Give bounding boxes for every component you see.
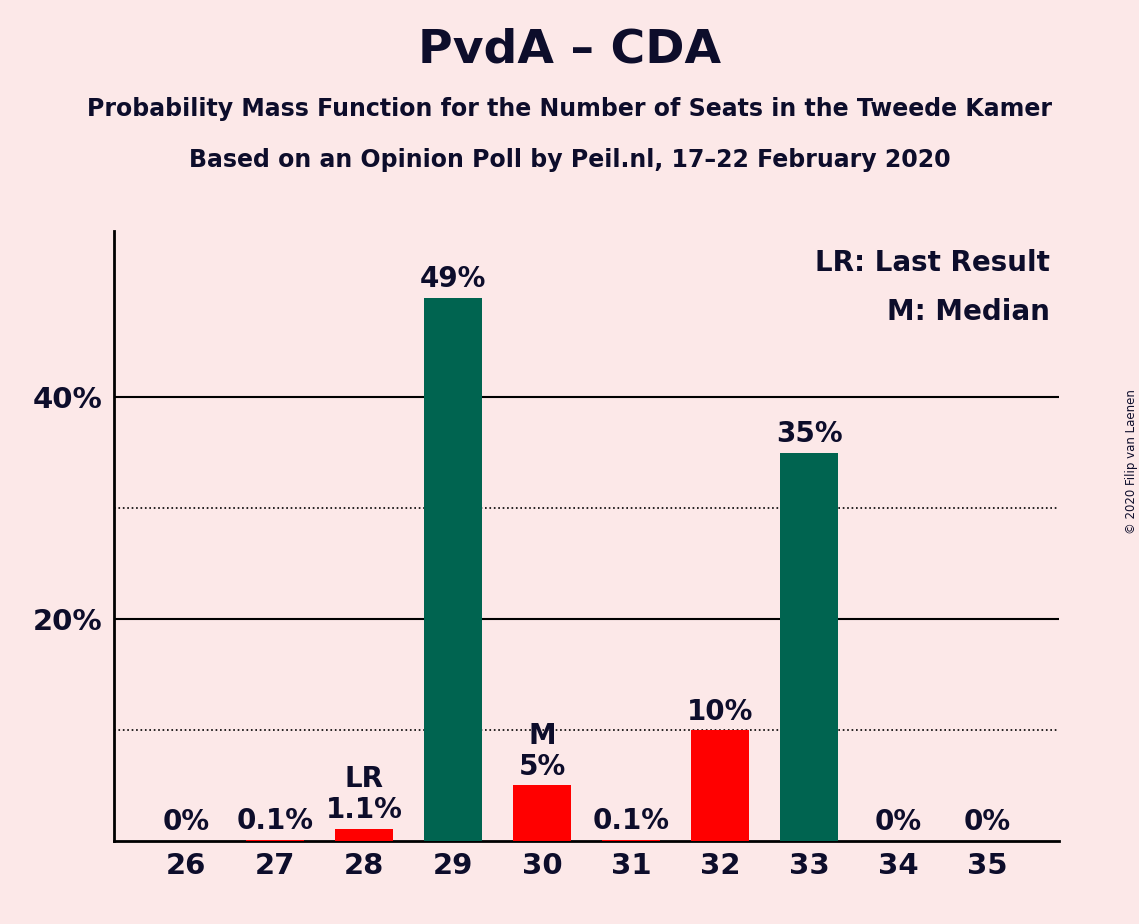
Text: M: Median: M: Median [887, 298, 1050, 326]
Text: 0.1%: 0.1% [237, 808, 313, 835]
Bar [780, 453, 838, 841]
Bar [335, 829, 393, 841]
Bar [691, 730, 749, 841]
Bar [513, 785, 571, 841]
Text: © 2020 Filip van Laenen: © 2020 Filip van Laenen [1124, 390, 1138, 534]
Text: 0.1%: 0.1% [592, 808, 670, 835]
Text: Probability Mass Function for the Number of Seats in the Tweede Kamer: Probability Mass Function for the Number… [87, 97, 1052, 121]
Text: 49%: 49% [420, 265, 486, 293]
Text: M: M [528, 722, 556, 750]
Bar [603, 840, 661, 841]
Text: 0%: 0% [875, 808, 921, 836]
Text: PvdA – CDA: PvdA – CDA [418, 28, 721, 73]
Text: 1.1%: 1.1% [326, 796, 402, 824]
Text: 0%: 0% [162, 808, 210, 836]
Text: LR: LR [344, 765, 384, 793]
Text: 5%: 5% [518, 753, 566, 781]
Text: Based on an Opinion Poll by Peil.nl, 17–22 February 2020: Based on an Opinion Poll by Peil.nl, 17–… [189, 148, 950, 172]
Text: LR: Last Result: LR: Last Result [814, 249, 1050, 277]
Text: 0%: 0% [964, 808, 1011, 836]
Text: 35%: 35% [776, 420, 843, 448]
Bar [424, 298, 482, 841]
Bar [246, 840, 304, 841]
Text: 10%: 10% [687, 698, 753, 725]
